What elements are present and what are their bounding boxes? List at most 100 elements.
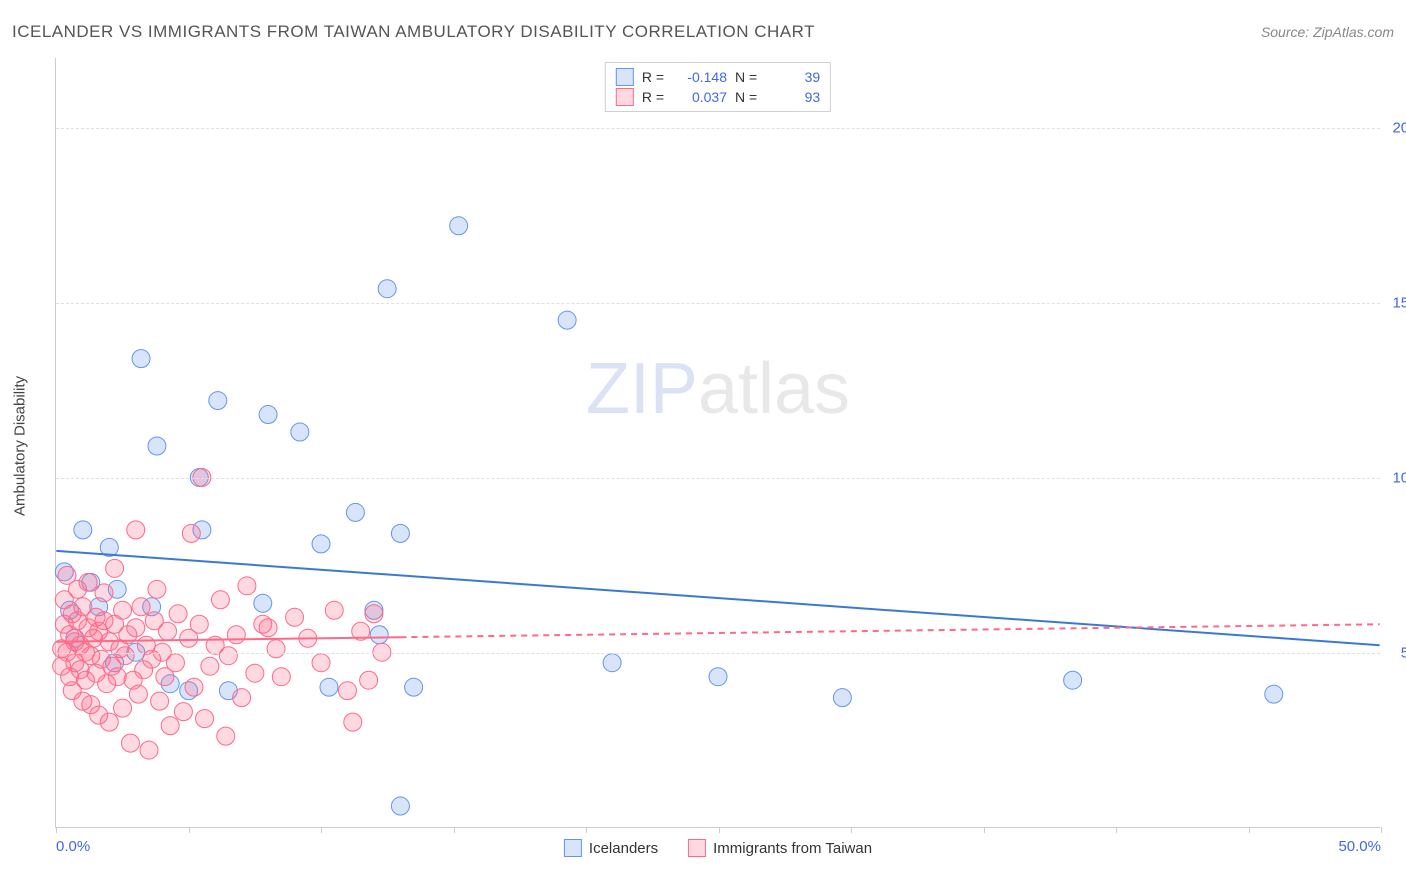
data-point — [259, 406, 277, 424]
data-point — [558, 311, 576, 329]
data-point — [166, 654, 184, 672]
legend-top-row-2: R = 0.037 N = 93 — [616, 87, 820, 107]
data-point — [405, 678, 423, 696]
legend-item-1: Icelanders — [564, 839, 658, 857]
grid-line — [56, 128, 1380, 129]
data-point — [1064, 671, 1082, 689]
data-point — [79, 573, 97, 591]
x-tick-label: 50.0% — [1338, 838, 1381, 855]
x-tick — [1381, 827, 1382, 833]
data-point — [129, 685, 147, 703]
legend-top: R = -0.148 N = 39 R = 0.037 N = 93 — [605, 62, 831, 112]
data-point — [391, 797, 409, 815]
data-point — [238, 577, 256, 595]
data-point — [106, 559, 124, 577]
title-bar: ICELANDER VS IMMIGRANTS FROM TAIWAN AMBU… — [12, 22, 1394, 42]
data-point — [140, 741, 158, 759]
legend-top-row-1: R = -0.148 N = 39 — [616, 67, 820, 87]
data-point — [190, 615, 208, 633]
data-point — [182, 524, 200, 542]
data-point — [325, 601, 343, 619]
data-point — [209, 392, 227, 410]
data-point — [312, 654, 330, 672]
trend-line — [56, 551, 1379, 645]
data-point — [259, 619, 277, 637]
data-point — [378, 280, 396, 298]
data-point — [148, 437, 166, 455]
y-tick-label: 10.0% — [1392, 470, 1406, 487]
n-label: N = — [735, 69, 757, 85]
data-point — [127, 521, 145, 539]
plot-area: ZIPatlas R = -0.148 N = 39 R = 0.037 N =… — [55, 58, 1380, 828]
data-point — [344, 713, 362, 731]
x-tick — [586, 827, 587, 833]
data-point — [254, 594, 272, 612]
legend-bottom: Icelanders Immigrants from Taiwan — [564, 839, 872, 857]
data-point — [151, 692, 169, 710]
data-point — [360, 671, 378, 689]
data-point — [217, 727, 235, 745]
data-point — [267, 640, 285, 658]
y-tick-label: 20.0% — [1392, 120, 1406, 137]
data-point — [100, 713, 118, 731]
source-label: Source: ZipAtlas.com — [1261, 24, 1394, 40]
grid-line — [56, 303, 1380, 304]
data-point — [114, 699, 132, 717]
legend-label-1: Icelanders — [589, 840, 658, 857]
data-point — [450, 217, 468, 235]
data-point — [833, 689, 851, 707]
r-value-2: 0.037 — [672, 89, 727, 105]
data-point — [1265, 685, 1283, 703]
data-point — [312, 535, 330, 553]
r-label: R = — [642, 89, 664, 105]
data-point — [169, 605, 187, 623]
swatch-icon — [564, 839, 582, 857]
data-point — [211, 591, 229, 609]
data-point — [148, 580, 166, 598]
data-point — [320, 678, 338, 696]
r-label: R = — [642, 69, 664, 85]
scatter-svg — [56, 58, 1380, 827]
data-point — [603, 654, 621, 672]
x-tick — [321, 827, 322, 833]
x-tick — [984, 827, 985, 833]
n-label: N = — [735, 89, 757, 105]
x-tick — [56, 827, 57, 833]
data-point — [174, 703, 192, 721]
data-point — [286, 608, 304, 626]
data-point — [159, 622, 177, 640]
y-tick-label: 5.0% — [1401, 645, 1406, 662]
data-point — [132, 598, 150, 616]
data-point — [116, 647, 134, 665]
x-tick — [1249, 827, 1250, 833]
x-tick-label: 0.0% — [56, 838, 90, 855]
data-point — [391, 524, 409, 542]
grid-line — [56, 478, 1380, 479]
data-point — [108, 668, 126, 686]
data-point — [233, 689, 251, 707]
x-tick — [454, 827, 455, 833]
data-point — [272, 668, 290, 686]
grid-line — [56, 653, 1380, 654]
data-point — [74, 521, 92, 539]
data-point — [219, 647, 237, 665]
data-point — [161, 717, 179, 735]
chart-title: ICELANDER VS IMMIGRANTS FROM TAIWAN AMBU… — [12, 22, 815, 42]
x-tick — [1116, 827, 1117, 833]
legend-label-2: Immigrants from Taiwan — [713, 840, 872, 857]
y-axis-label: Ambulatory Disability — [12, 376, 29, 516]
data-point — [246, 664, 264, 682]
data-point — [127, 619, 145, 637]
data-point — [185, 678, 203, 696]
n-value-1: 39 — [765, 69, 820, 85]
data-point — [227, 626, 245, 644]
swatch-icon — [688, 839, 706, 857]
data-point — [338, 682, 356, 700]
swatch-icon — [616, 88, 634, 106]
data-point — [132, 350, 150, 368]
data-point — [365, 605, 383, 623]
r-value-1: -0.148 — [672, 69, 727, 85]
data-point — [95, 584, 113, 602]
data-point — [121, 734, 139, 752]
data-point — [709, 668, 727, 686]
